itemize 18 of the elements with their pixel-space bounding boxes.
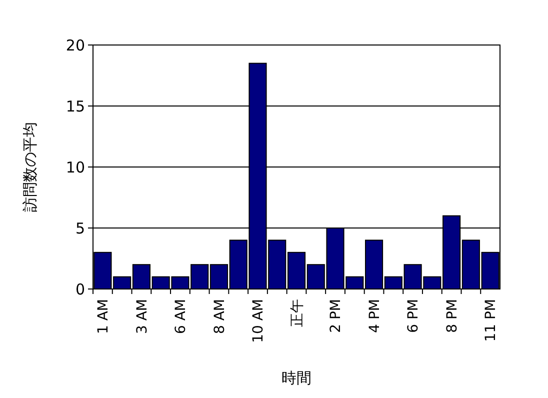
y-tick-label: 15 [66,97,85,116]
y-tick-label: 0 [75,280,85,298]
x-tick-label: 3 AM [134,299,150,334]
y-tick-label: 20 [66,36,85,54]
x-tick-label: 6 AM [173,299,190,334]
y-tick-label: 10 [66,158,85,176]
x-tick-label: 8 AM [212,299,228,334]
x-tick-label: 10 AM [250,299,267,343]
x-tick-label: 正午 [289,299,306,327]
x-tick-label: 2 PM [328,299,344,333]
x-tick-label: 4 PM [366,299,383,333]
y-tick-label: 5 [75,219,85,238]
x-tick-label: 6 PM [406,299,422,333]
x-tick-label: 8 PM [444,299,460,333]
y-axis-title: 訪問数の平均 [21,122,39,212]
x-tick-label: 1 AM [96,299,112,334]
x-tick-label: 11 PM [483,299,500,342]
x-axis-title: 時間 [282,369,312,387]
